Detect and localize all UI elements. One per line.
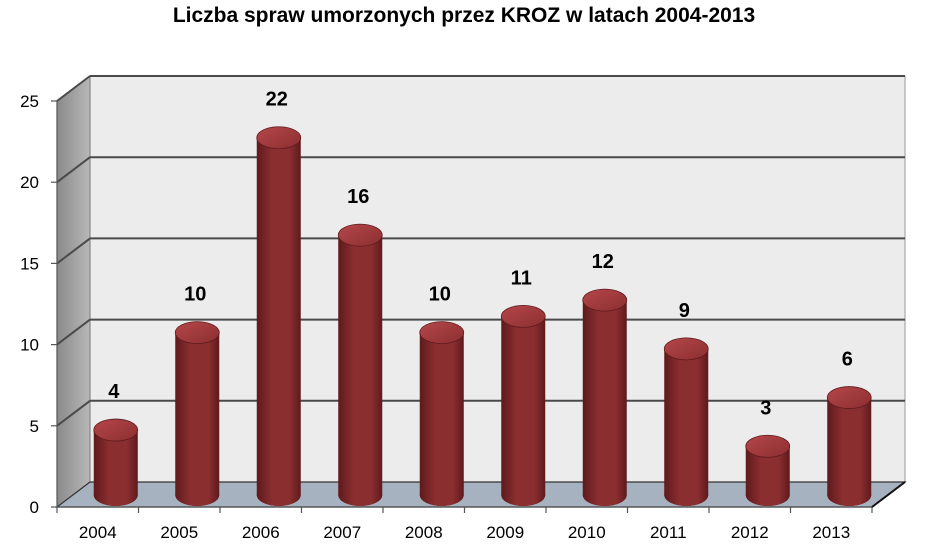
bar-body <box>338 235 383 506</box>
bar <box>256 126 302 506</box>
gridline-side <box>56 156 91 183</box>
bar-top <box>256 126 302 150</box>
x-tick-label: 2012 <box>731 523 769 542</box>
bar-top <box>582 288 628 312</box>
data-label: 16 <box>347 186 369 208</box>
bar <box>745 434 791 506</box>
bar <box>663 337 709 506</box>
y-tick-label: 0 <box>30 498 39 517</box>
bar <box>419 321 465 506</box>
floor-edge <box>871 481 906 508</box>
x-tick-label: 2004 <box>79 523 117 542</box>
bar <box>500 304 546 506</box>
x-tick-label: 2008 <box>405 523 443 542</box>
side-wall <box>56 74 91 509</box>
bar-top <box>500 304 546 328</box>
x-tick-label: 2010 <box>568 523 606 542</box>
bar-body <box>256 137 301 506</box>
bar-body <box>93 430 138 506</box>
data-label: 12 <box>592 251 614 273</box>
x-tick-label: 2009 <box>486 523 524 542</box>
x-tick-label: 2005 <box>160 523 198 542</box>
x-tick-label: 2011 <box>650 523 687 542</box>
bar-body <box>745 446 790 506</box>
bar-top <box>826 386 872 409</box>
bar-top <box>419 321 465 345</box>
bar-top <box>663 337 709 361</box>
data-label: 11 <box>511 267 532 289</box>
gridline-side <box>56 75 91 102</box>
bar-body <box>664 348 709 506</box>
bar-top <box>745 434 791 458</box>
chart-title: Liczba spraw umorzonych przez KROZ w lat… <box>172 4 756 27</box>
data-label: 10 <box>429 284 451 306</box>
gridline-side <box>56 400 91 427</box>
y-tick-label: 15 <box>20 254 39 273</box>
data-label: 3 <box>760 397 771 419</box>
data-label: 22 <box>266 89 288 111</box>
data-label: 9 <box>679 300 690 322</box>
y-tick-label: 5 <box>30 417 39 436</box>
bar-body <box>175 332 220 506</box>
bar <box>337 223 383 506</box>
data-label: 6 <box>842 349 853 371</box>
bar-top <box>337 223 383 247</box>
bar-top <box>174 321 220 345</box>
gridline-side <box>56 318 91 346</box>
x-tick-label: 2013 <box>812 523 850 542</box>
gridline-side <box>56 237 91 265</box>
bar <box>582 288 628 506</box>
data-label: 4 <box>108 381 120 403</box>
bar <box>93 418 139 506</box>
data-label: 10 <box>184 284 206 306</box>
y-tick-label: 10 <box>20 336 39 355</box>
bar-body <box>501 316 546 506</box>
bar-body <box>827 397 872 506</box>
x-tick-label: 2006 <box>242 523 280 542</box>
bar <box>174 321 220 506</box>
y-tick-label: 20 <box>20 173 39 192</box>
bar-top <box>93 418 139 442</box>
y-tick-label: 25 <box>20 92 39 111</box>
bar <box>826 386 872 506</box>
bar-body <box>419 332 464 506</box>
bar-body <box>582 300 627 506</box>
x-tick-label: 2007 <box>323 523 361 542</box>
